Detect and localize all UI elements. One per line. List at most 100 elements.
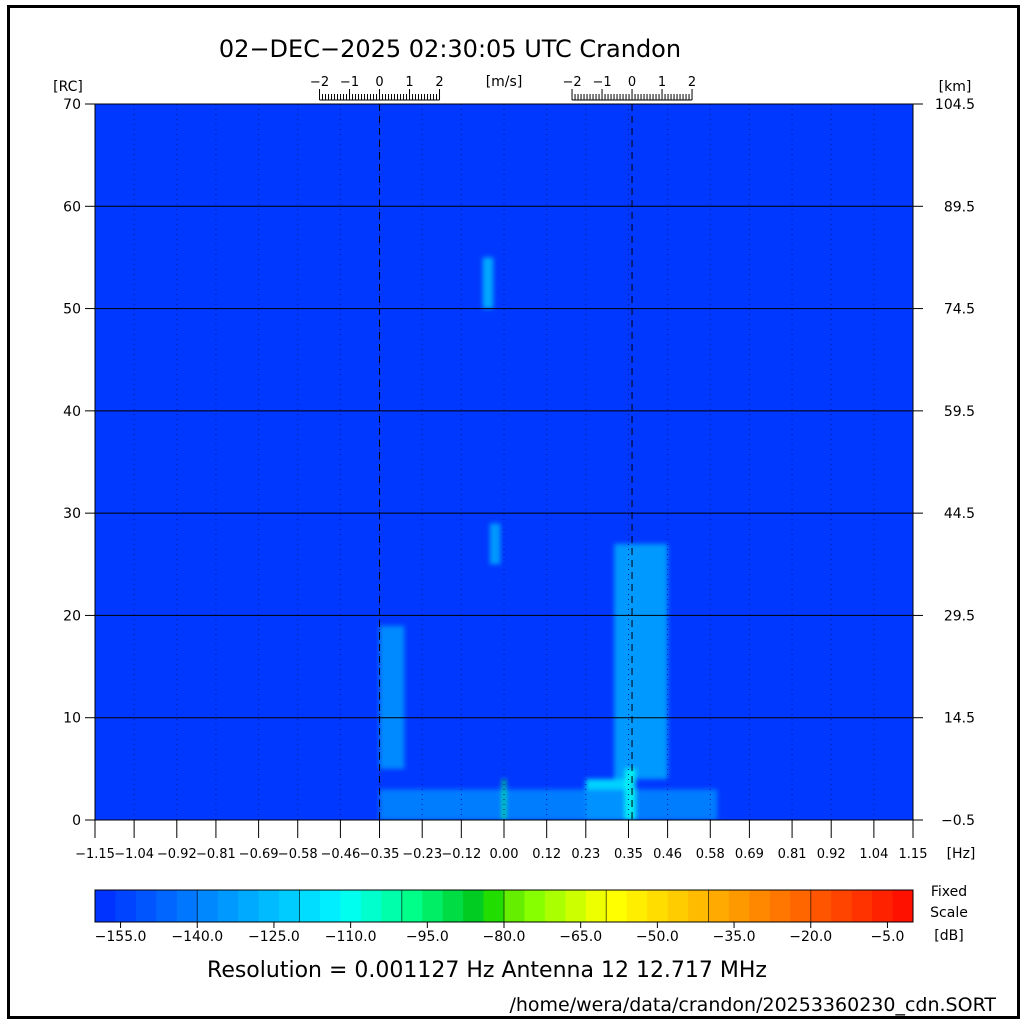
colorbar-swatch (892, 890, 914, 922)
x-tick-label: 0.46 (653, 847, 682, 862)
colorbar-tick-label: −5.0 (870, 929, 904, 945)
colorbar-swatch (872, 890, 894, 922)
colorbar-swatch (381, 890, 403, 922)
echo-region (379, 789, 718, 820)
velocity-scale-label: 2 (688, 75, 696, 90)
velocity-scale-label: 0 (628, 75, 636, 90)
colorbar-swatch (176, 890, 198, 922)
velocity-scale-label: 1 (658, 75, 666, 90)
colorbar-tick-label: −80.0 (483, 929, 526, 945)
colorbar-swatch (769, 890, 791, 922)
colorbar-tick-label: −140.0 (171, 929, 223, 945)
echo-region (624, 768, 636, 820)
bottom-axis-unit: [Hz] (947, 846, 976, 862)
colorbar-tick-label: −110.0 (325, 929, 377, 945)
left-axis-unit: [RC] (53, 79, 83, 95)
colorbar-tick-label: −50.0 (636, 929, 679, 945)
velocity-scale-label: −2 (562, 75, 581, 90)
velocity-scale-label: −2 (310, 75, 329, 90)
top-axis-unit: [m/s] (486, 74, 523, 90)
y2-tick-label: −0.5 (941, 813, 975, 829)
echo-region (482, 257, 494, 309)
colorbar-swatch (422, 890, 444, 922)
colorbar-swatch (688, 890, 709, 922)
y-tick-label: 30 (63, 506, 81, 522)
plot-background (95, 104, 913, 820)
y-tick-label: 70 (63, 97, 81, 113)
colorbar-swatch (279, 890, 300, 922)
x-tick-label: −0.81 (196, 847, 236, 862)
velocity-scale-label: 0 (375, 75, 383, 90)
colorbar-swatch (115, 890, 137, 922)
right-axis-unit: [km] (939, 79, 972, 95)
colorbar-label-scale: Scale (930, 905, 968, 921)
colorbar-tick-label: −155.0 (95, 929, 147, 945)
colorbar-label-fixed: Fixed (931, 884, 967, 900)
velocity-scale-label: 2 (435, 75, 443, 90)
x-tick-label: 0.58 (696, 847, 725, 862)
colorbar-swatch (238, 890, 260, 922)
colorbar-swatch (585, 890, 607, 922)
y2-tick-label: 14.5 (944, 711, 975, 727)
colorbar-swatch (463, 890, 485, 922)
file-path: /home/wera/data/crandon/20253360230_cdn.… (509, 994, 996, 1016)
colorbar-tick-label: −95.0 (406, 929, 449, 945)
colorbar-swatch (340, 890, 362, 922)
colorbar-swatch (135, 890, 157, 922)
colorbar-tick-label: −65.0 (559, 929, 602, 945)
colorbar-swatch (790, 890, 812, 922)
x-tick-label: −1.04 (114, 847, 154, 862)
y2-tick-label: 59.5 (944, 404, 975, 420)
x-tick-label: −0.46 (320, 847, 360, 862)
colorbar-swatch (504, 890, 525, 922)
colorbar-swatch (360, 890, 382, 922)
x-tick-label: −0.12 (441, 847, 481, 862)
y-tick-label: 50 (63, 302, 81, 318)
colorbar-swatch (810, 890, 832, 922)
figure-frame (7, 5, 1020, 1019)
x-tick-label: −0.58 (278, 847, 318, 862)
y-tick-label: 60 (63, 199, 81, 215)
velocity-scale-label: 1 (405, 75, 413, 90)
plot-border (94, 103, 914, 821)
colorbar-swatch (197, 890, 219, 922)
y2-tick-label: 104.5 (935, 97, 975, 113)
x-tick-label: 0.12 (532, 847, 561, 862)
echo-region (379, 625, 405, 769)
y-tick-label: 20 (63, 608, 81, 624)
x-tick-label: 0.92 (817, 847, 846, 862)
resolution-info: Resolution = 0.001127 Hz Antenna 12 12.7… (207, 958, 767, 983)
chart-title: 02−DEC−2025 02:30:05 UTC Crandon (219, 35, 681, 63)
y-tick-label: 10 (63, 711, 81, 727)
x-tick-label: −0.69 (239, 847, 279, 862)
x-tick-label: 0.00 (490, 847, 519, 862)
colorbar-swatch (544, 890, 566, 922)
x-tick-label: 1.04 (859, 847, 888, 862)
echo-region (614, 543, 668, 780)
y2-tick-label: 29.5 (944, 608, 975, 624)
x-tick-label: −0.92 (157, 847, 197, 862)
y2-tick-label: 74.5 (944, 302, 975, 318)
y-tick-label: 0 (72, 813, 81, 829)
colorbar-unit: [dB] (934, 928, 963, 944)
x-tick-label: 0.69 (735, 847, 764, 862)
velocity-scale-label: −1 (340, 75, 359, 90)
y-tick-label: 40 (63, 404, 81, 420)
x-tick-label: 0.23 (571, 847, 600, 862)
colorbar-swatch (258, 890, 280, 922)
colorbar-swatch (831, 890, 853, 922)
colorbar-swatch (606, 890, 628, 922)
colorbar-swatch (483, 890, 505, 922)
colorbar-border (94, 889, 914, 923)
colorbar-swatch (647, 890, 669, 922)
colorbar-swatch (217, 890, 239, 922)
x-tick-label: −1.15 (75, 847, 115, 862)
colorbar-swatch (442, 890, 464, 922)
colorbar-swatch (156, 890, 178, 922)
colorbar-swatch (749, 890, 771, 922)
colorbar-swatch (565, 890, 587, 922)
echo-region (489, 523, 501, 565)
y2-tick-label: 44.5 (944, 506, 975, 522)
x-tick-label: 1.15 (899, 847, 928, 862)
